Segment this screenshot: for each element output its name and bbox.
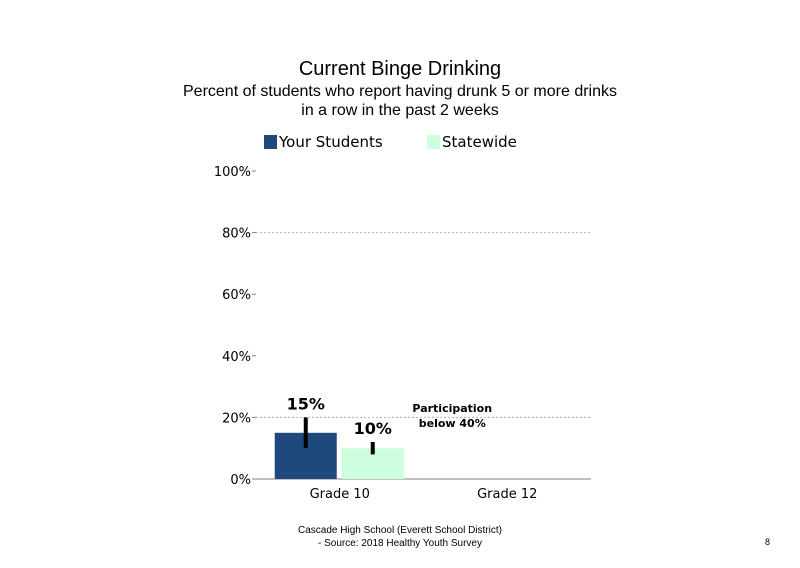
subtitle-line-1: Percent of students who report having dr… xyxy=(183,83,617,100)
y-tick-label: 0% xyxy=(230,473,251,488)
page-number: 8 xyxy=(764,537,770,547)
legend-item-statewide: Statewide xyxy=(427,133,517,151)
legend-label-statewide: Statewide xyxy=(442,133,517,151)
subtitle-line-2: in a row in the past 2 weeks xyxy=(301,102,499,119)
footer-school: Cascade High School (Everett School Dist… xyxy=(298,525,502,536)
chart-subtitle: Percent of students who report having dr… xyxy=(0,82,800,120)
footer-source: - Source: 2018 Healthy Youth Survey xyxy=(318,538,482,549)
legend-swatch-statewide xyxy=(427,135,440,149)
legend-item-your-students: Your Students xyxy=(264,133,383,151)
legend-swatch-your-students xyxy=(264,135,277,149)
y-tick-label: 100% xyxy=(214,165,251,180)
y-tick-label: 80% xyxy=(222,227,251,242)
y-tick-label: 60% xyxy=(222,288,251,303)
data-label: 10% xyxy=(354,419,392,438)
footer: Cascade High School (Everett School Dist… xyxy=(0,524,800,550)
data-label: 15% xyxy=(287,394,325,413)
x-tick-label: Grade 10 xyxy=(310,487,370,502)
chart-title: Current Binge Drinking xyxy=(298,58,502,80)
annotation-line-1: Participation xyxy=(412,402,492,415)
y-tick-label: 20% xyxy=(222,411,251,426)
x-tick-label: Grade 12 xyxy=(477,487,537,502)
annotation-line-2: below 40% xyxy=(419,417,486,430)
y-tick-label: 40% xyxy=(222,350,251,365)
legend-label-your-students: Your Students xyxy=(279,133,383,151)
